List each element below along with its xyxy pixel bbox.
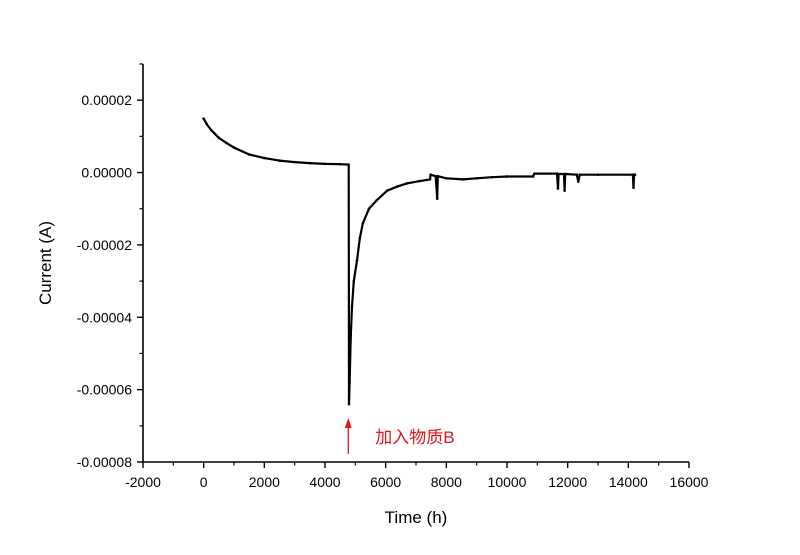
data-point xyxy=(633,173,637,177)
data-point xyxy=(596,173,600,177)
data-point xyxy=(461,178,465,181)
data-point xyxy=(405,182,409,185)
data-point xyxy=(563,172,567,176)
data-point xyxy=(396,184,400,188)
y-tick-label: 0.00002 xyxy=(81,92,132,108)
data-point xyxy=(338,162,342,166)
series-line xyxy=(202,118,636,406)
data-point xyxy=(358,236,362,239)
data-point xyxy=(293,160,296,164)
x-tick-label: 14000 xyxy=(609,474,648,490)
data-point xyxy=(375,199,378,202)
data-point xyxy=(355,259,359,262)
x-tick-label: 0 xyxy=(200,474,208,490)
x-tick-label: -2000 xyxy=(125,474,161,490)
data-point xyxy=(205,122,208,126)
data-point xyxy=(232,146,236,149)
x-axis-label: Time (h) xyxy=(385,508,448,527)
annotation-label: 加入物质B xyxy=(375,428,454,447)
x-tick-label: 4000 xyxy=(309,474,340,490)
data-point xyxy=(505,175,509,178)
y-tick-label: -0.00008 xyxy=(77,454,132,470)
axes: -2000 0 2000 4000 6000 8000 10000 12000 14000 160… xyxy=(77,63,709,490)
x-tick-label: 8000 xyxy=(431,474,462,490)
data-point xyxy=(361,221,365,225)
data-point xyxy=(490,175,494,179)
y-tick-label: -0.00006 xyxy=(77,382,132,398)
data-point xyxy=(367,207,371,211)
y-tick-label: 0.00000 xyxy=(81,165,132,181)
data-point xyxy=(348,381,351,384)
data-point xyxy=(429,173,432,177)
data-point xyxy=(347,163,350,166)
data-point xyxy=(578,173,582,177)
data-point xyxy=(557,172,560,176)
x-tick-label: 12000 xyxy=(548,474,587,490)
data-point xyxy=(434,174,438,178)
data-point xyxy=(202,117,205,120)
data-point xyxy=(247,153,251,156)
data-point xyxy=(350,305,354,308)
data-point xyxy=(352,279,356,283)
data-point xyxy=(209,128,213,132)
data-point xyxy=(576,180,580,183)
plot-area xyxy=(202,117,637,406)
data-point xyxy=(533,172,536,175)
data-point xyxy=(575,173,579,177)
x-tick-label: 16000 xyxy=(670,474,709,490)
arrow-up-icon xyxy=(344,418,352,428)
y-axis-label: Current (A) xyxy=(36,221,55,305)
data-point xyxy=(417,179,421,183)
data-point xyxy=(563,189,566,192)
annotation: 加入物质B xyxy=(344,418,455,454)
data-point xyxy=(632,186,635,190)
data-point xyxy=(308,161,312,165)
data-point xyxy=(475,177,478,180)
data-point xyxy=(349,334,353,337)
data-point xyxy=(347,402,351,406)
x-tick-label: 6000 xyxy=(370,474,401,490)
data-point xyxy=(385,189,389,192)
data-point xyxy=(435,197,439,200)
y-tick-label: -0.00004 xyxy=(77,309,132,325)
x-tick-label: 2000 xyxy=(249,474,280,490)
y-tick-label: -0.00002 xyxy=(77,237,132,253)
data-point xyxy=(428,178,432,181)
data-point xyxy=(531,175,535,178)
data-point xyxy=(225,141,228,145)
data-point xyxy=(323,162,327,166)
x-tick-label: 10000 xyxy=(488,474,527,490)
data-point xyxy=(556,187,560,190)
data-point xyxy=(436,174,440,178)
data-point xyxy=(445,177,448,180)
data-point xyxy=(217,136,221,140)
data-point xyxy=(278,159,281,162)
data-point xyxy=(263,156,266,160)
